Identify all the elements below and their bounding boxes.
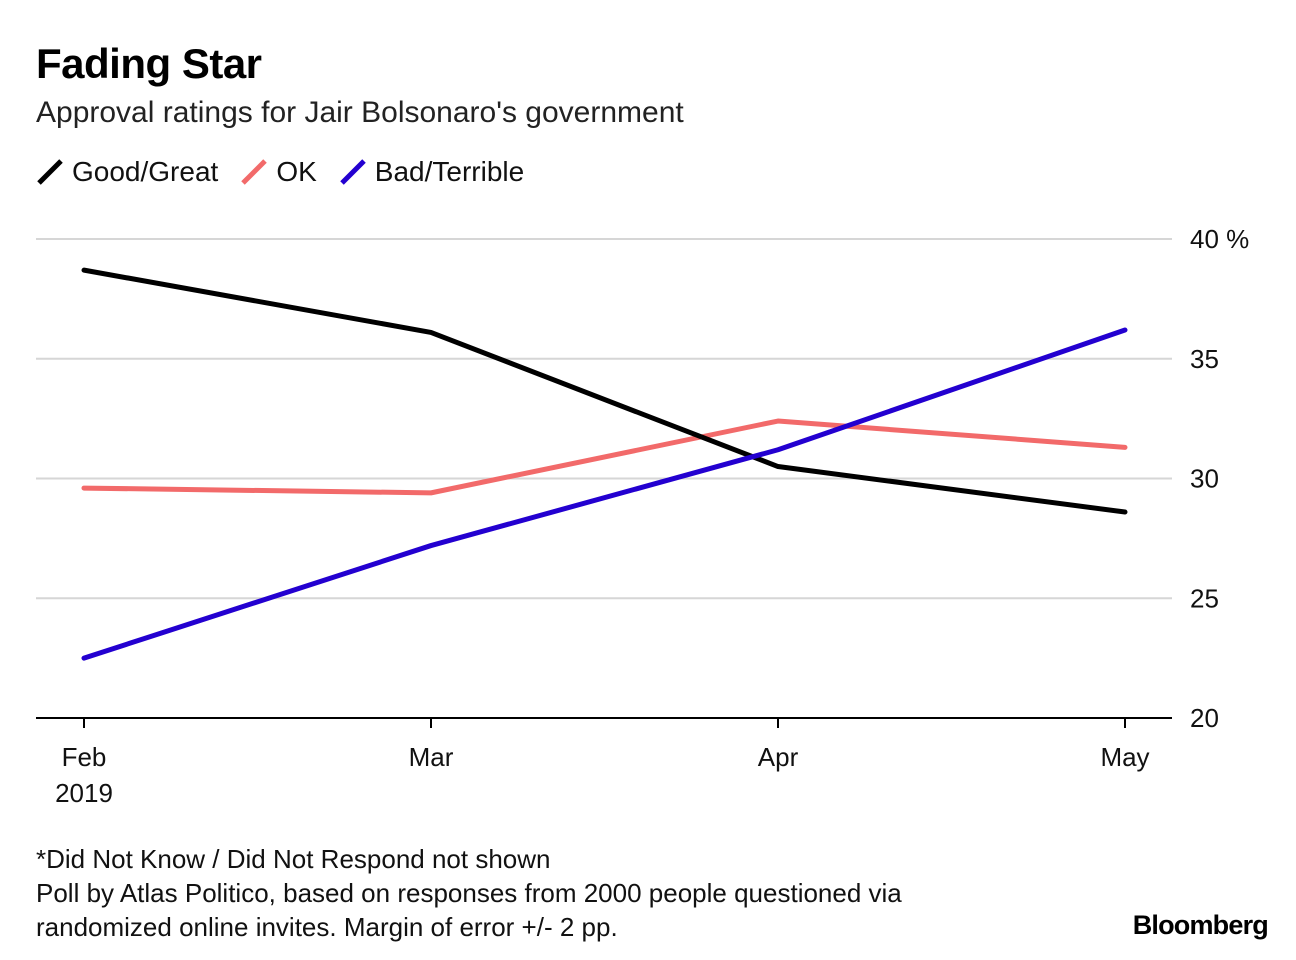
brand-logo: Bloomberg — [1132, 910, 1269, 940]
series-line-ok — [81, 418, 1128, 496]
x-tick-label: May — [1100, 742, 1149, 772]
y-tick-label: 35 — [1190, 344, 1219, 374]
legend-label: OK — [276, 156, 317, 187]
y-tick-label: 20 — [1190, 703, 1219, 733]
chart-notes: *Did Not Know / Did Not Respond not show… — [36, 842, 902, 944]
legend: Good/Great OK Bad/Terrible — [36, 156, 546, 188]
legend-item-good-great: Good/Great — [36, 156, 218, 188]
y-tick-label: 30 — [1190, 464, 1219, 494]
chart-title: Fading Star — [36, 40, 262, 87]
chart-subtitle: Approval ratings for Jair Bolsonaro's go… — [36, 96, 684, 129]
note-line: Poll by Atlas Politico, based on respons… — [36, 878, 902, 908]
legend-item-bad-terrible: Bad/Terrible — [339, 156, 524, 188]
y-tick-label: 40 % — [1190, 224, 1249, 254]
y-tick-label: 25 — [1190, 583, 1219, 613]
series-line-bad-terrible — [81, 327, 1128, 661]
x-tick-label: Mar — [409, 742, 454, 772]
legend-swatch-icon — [241, 159, 268, 185]
x-tick-label: Feb — [62, 742, 107, 772]
x-tick-label: Apr — [758, 742, 799, 772]
legend-swatch-icon — [37, 159, 63, 185]
x-tick-sublabel: 2019 — [55, 778, 113, 808]
legend-swatch-icon — [340, 159, 366, 185]
line-chart: 20 25 30 35 40 % Feb 2019 Mar Apr May — [36, 224, 1249, 808]
legend-item-ok: OK — [240, 156, 317, 188]
legend-label: Good/Great — [72, 156, 219, 187]
note-line: *Did Not Know / Did Not Respond not show… — [36, 844, 551, 874]
note-line: randomized online invites. Margin of err… — [36, 912, 618, 942]
legend-label: Bad/Terrible — [374, 156, 525, 187]
series-line-good-great — [81, 267, 1128, 515]
